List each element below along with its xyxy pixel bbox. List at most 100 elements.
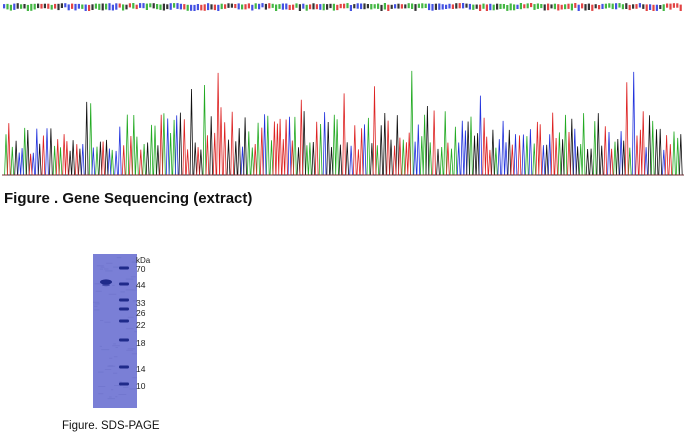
sequence-glyph [608,3,611,8]
gel-texture [130,276,136,278]
marker-band-14 [119,365,129,369]
sequence-glyph [601,3,604,9]
sequence-glyph [380,4,383,11]
sequence-glyph [251,4,254,11]
sequence-glyph [122,4,125,11]
gel-texture [131,261,137,263]
sequence-glyph [237,3,240,10]
sequence-glyph [332,3,335,11]
sequence-glyph [67,4,70,11]
sequence-glyph [496,3,499,10]
gel-texture [99,345,102,347]
sequence-glyph [434,3,437,10]
sequence-glyph [101,3,104,11]
sequence-glyph [176,3,179,9]
sequence-glyph [115,3,118,10]
sequence-glyph [71,3,74,9]
gel-texture [109,396,112,398]
sequence-glyph [57,3,60,11]
sequence-glyph [26,4,29,11]
sequence-glyph [305,4,308,11]
sequence-glyph [94,3,97,9]
sequence-glyph [649,4,652,10]
sequence-glyph [30,3,33,11]
sequence-glyph [553,3,556,10]
trace-a [2,70,684,176]
sequence-glyph [268,3,271,9]
sequence-glyph [322,3,325,11]
sequence-glyph [84,4,87,11]
sequence-glyph [475,4,478,9]
sequence-glyph [377,3,380,9]
sequence-glyph [611,3,614,10]
gel-texture [112,284,115,286]
gel-texture [127,316,134,318]
sequence-glyph [346,3,349,9]
sequence-glyph [200,4,203,11]
sequence-glyph [312,3,315,10]
sequence-glyph [271,3,274,8]
sequence-glyph [326,4,329,10]
gel-texture [114,385,122,386]
gel-texture [113,266,121,268]
sequence-glyph [366,4,369,9]
sequence-glyph [387,4,390,11]
sequencing-chromatogram [2,70,684,176]
sequence-glyph [523,4,526,9]
sequence-glyph [465,3,468,8]
gel-texture [104,321,111,323]
marker-band-26 [119,307,129,311]
sequence-glyph [441,4,444,10]
sequence-glyph [88,4,91,11]
sequence-glyph [125,4,128,10]
sequence-glyph [247,3,250,9]
gel-texture [134,331,137,333]
sequence-glyph [431,4,434,11]
sequence-glyph [47,3,50,9]
sequence-glyph [37,3,40,9]
sequence-glyph [91,4,94,10]
sequence-glyph [468,3,471,10]
sequence-glyph [513,4,516,11]
sequence-glyph [111,4,114,11]
sequence-glyph [526,3,529,9]
sequence-glyph [662,4,665,11]
sequence-glyph [438,3,441,10]
marker-label-22: 22 [136,320,146,330]
sequence-glyph [295,3,298,8]
sequence-glyph [479,4,482,11]
gel-texture [115,396,118,398]
sequence-glyph [118,3,121,8]
gel-texture [127,348,136,350]
sequence-glyph [604,3,607,9]
sequence-glyph [482,3,485,9]
sequence-glyph [455,3,458,9]
sequence-glyph [193,4,196,11]
sequence-glyph [635,4,638,9]
gel-texture [118,394,127,395]
gel-texture [95,290,102,292]
gel-texture [105,270,113,272]
gel-texture [99,268,103,270]
sequence-glyph [632,4,635,9]
marker-label-10: 10 [136,381,146,391]
sequence-glyph [298,4,301,11]
sequence-glyph [74,3,77,11]
gel-texture [123,386,129,388]
sequence-glyph [315,4,318,10]
sequence-glyph [149,3,152,8]
gel-texture [106,262,113,264]
sequence-glyph [489,3,492,11]
gel-texture [104,268,109,270]
gel-texture [126,349,134,351]
gel-texture [111,389,114,391]
sequence-glyph [360,3,363,10]
gel-texture [132,300,137,302]
sequence-glyph [462,3,465,9]
sequence-glyph [625,3,628,10]
sequence-glyph [560,4,563,10]
gel-texture [132,289,137,291]
marker-band-22 [119,319,129,323]
sequence-glyph [162,3,165,11]
sequence-glyph [533,4,536,10]
